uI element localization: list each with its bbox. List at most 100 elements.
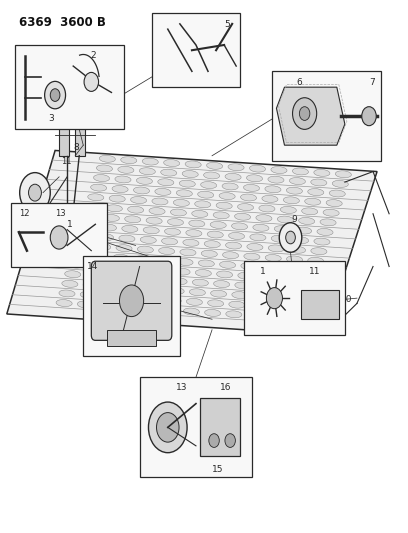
Ellipse shape xyxy=(152,198,168,205)
Ellipse shape xyxy=(235,213,251,220)
Text: 13: 13 xyxy=(55,209,66,219)
Text: 5: 5 xyxy=(224,20,230,28)
Text: 15: 15 xyxy=(212,465,224,474)
Ellipse shape xyxy=(262,196,278,203)
Ellipse shape xyxy=(159,247,175,254)
Text: 6369  3600 B: 6369 3600 B xyxy=(19,16,106,29)
Ellipse shape xyxy=(167,219,184,225)
Text: 6: 6 xyxy=(297,77,302,86)
Ellipse shape xyxy=(91,184,107,191)
Ellipse shape xyxy=(305,198,321,205)
Ellipse shape xyxy=(244,184,259,191)
Circle shape xyxy=(50,226,68,249)
Ellipse shape xyxy=(146,217,162,224)
Ellipse shape xyxy=(274,294,290,301)
Ellipse shape xyxy=(162,306,178,313)
Ellipse shape xyxy=(290,246,306,253)
Ellipse shape xyxy=(283,197,299,204)
Ellipse shape xyxy=(216,202,232,209)
Ellipse shape xyxy=(314,238,330,245)
Ellipse shape xyxy=(182,171,198,177)
Ellipse shape xyxy=(249,165,266,172)
Ellipse shape xyxy=(228,164,244,171)
Ellipse shape xyxy=(323,209,339,216)
Ellipse shape xyxy=(62,280,78,287)
Ellipse shape xyxy=(232,292,248,298)
Ellipse shape xyxy=(79,223,95,230)
Text: 3: 3 xyxy=(48,115,54,124)
Ellipse shape xyxy=(299,286,315,293)
Ellipse shape xyxy=(286,187,302,194)
Ellipse shape xyxy=(110,264,126,271)
Bar xyxy=(59,55,69,156)
Ellipse shape xyxy=(268,176,284,183)
Ellipse shape xyxy=(265,255,281,262)
Text: 11: 11 xyxy=(308,268,320,277)
Bar xyxy=(244,261,345,335)
Ellipse shape xyxy=(89,263,105,270)
Bar xyxy=(83,256,180,356)
Ellipse shape xyxy=(147,286,163,293)
Ellipse shape xyxy=(277,285,293,292)
Ellipse shape xyxy=(183,239,199,246)
Ellipse shape xyxy=(308,257,324,264)
Ellipse shape xyxy=(277,216,293,223)
Ellipse shape xyxy=(238,272,254,279)
Circle shape xyxy=(44,82,66,109)
Ellipse shape xyxy=(228,232,245,239)
Ellipse shape xyxy=(226,311,242,318)
Ellipse shape xyxy=(119,235,135,242)
Circle shape xyxy=(299,107,310,120)
Bar xyxy=(75,55,85,156)
Ellipse shape xyxy=(107,273,123,280)
Ellipse shape xyxy=(192,211,208,217)
Ellipse shape xyxy=(189,289,205,296)
Ellipse shape xyxy=(73,242,89,249)
Text: 11: 11 xyxy=(61,157,72,166)
Ellipse shape xyxy=(256,215,272,222)
Ellipse shape xyxy=(189,220,205,227)
Ellipse shape xyxy=(222,252,239,259)
Circle shape xyxy=(20,173,50,213)
Polygon shape xyxy=(277,87,345,145)
Ellipse shape xyxy=(164,159,180,166)
Ellipse shape xyxy=(65,271,81,278)
Ellipse shape xyxy=(185,161,201,168)
Text: 4: 4 xyxy=(25,209,31,218)
Ellipse shape xyxy=(314,169,330,176)
Ellipse shape xyxy=(153,266,169,273)
Text: 1: 1 xyxy=(260,268,266,277)
Ellipse shape xyxy=(123,294,139,301)
Bar xyxy=(107,330,156,345)
Ellipse shape xyxy=(219,192,235,199)
Ellipse shape xyxy=(161,169,177,176)
Ellipse shape xyxy=(231,223,248,230)
Bar xyxy=(15,45,124,130)
Ellipse shape xyxy=(186,230,202,237)
Bar xyxy=(301,290,339,319)
Ellipse shape xyxy=(150,277,166,284)
Ellipse shape xyxy=(201,251,217,257)
Circle shape xyxy=(225,434,235,447)
Ellipse shape xyxy=(320,219,336,226)
Ellipse shape xyxy=(136,177,153,184)
Ellipse shape xyxy=(259,205,275,212)
Ellipse shape xyxy=(149,208,165,215)
Circle shape xyxy=(50,89,60,101)
Ellipse shape xyxy=(104,283,120,290)
Ellipse shape xyxy=(204,172,220,179)
Ellipse shape xyxy=(142,158,158,165)
Ellipse shape xyxy=(99,155,115,162)
Text: 7: 7 xyxy=(369,77,375,86)
Ellipse shape xyxy=(83,282,99,289)
Ellipse shape xyxy=(295,296,312,303)
Ellipse shape xyxy=(179,180,195,187)
Ellipse shape xyxy=(305,267,321,274)
Ellipse shape xyxy=(85,204,101,211)
Ellipse shape xyxy=(206,163,223,169)
Ellipse shape xyxy=(201,182,217,189)
Ellipse shape xyxy=(143,227,159,234)
Ellipse shape xyxy=(171,278,187,285)
Ellipse shape xyxy=(100,224,117,231)
Ellipse shape xyxy=(171,209,186,216)
